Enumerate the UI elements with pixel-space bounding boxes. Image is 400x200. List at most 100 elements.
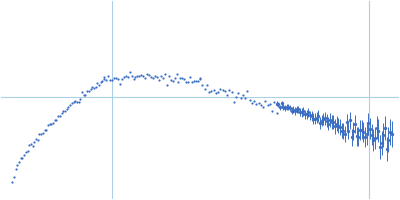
Point	[94, 81, 100, 85]
Point	[219, 88, 226, 92]
Point	[170, 79, 176, 83]
Point	[38, 133, 44, 136]
Point	[31, 140, 38, 143]
Point	[267, 103, 273, 106]
Point	[156, 78, 162, 81]
Point	[76, 100, 82, 103]
Point	[271, 101, 278, 104]
Point	[124, 75, 131, 79]
Point	[233, 95, 239, 98]
Point	[40, 132, 46, 135]
Point	[173, 72, 180, 75]
Point	[228, 90, 235, 93]
Point	[171, 77, 178, 80]
Point	[99, 80, 106, 83]
Point	[197, 78, 203, 81]
Point	[138, 74, 144, 77]
Point	[62, 109, 68, 112]
Point	[148, 76, 154, 79]
Point	[183, 80, 190, 84]
Point	[26, 143, 32, 146]
Point	[128, 74, 135, 77]
Point	[34, 138, 41, 142]
Point	[264, 103, 271, 106]
Point	[244, 90, 250, 93]
Point	[132, 75, 139, 79]
Point	[222, 89, 228, 93]
Point	[142, 77, 148, 80]
Point	[154, 76, 160, 79]
Point	[70, 101, 77, 104]
Point	[168, 78, 174, 82]
Point	[80, 93, 87, 96]
Point	[226, 88, 232, 92]
Point	[84, 90, 90, 93]
Point	[134, 75, 141, 78]
Point	[242, 97, 248, 100]
Point	[28, 142, 34, 146]
Point	[260, 105, 266, 108]
Point	[46, 123, 53, 126]
Point	[77, 98, 84, 101]
Point	[237, 97, 244, 100]
Point	[67, 103, 73, 106]
Point	[158, 74, 164, 78]
Point	[101, 77, 107, 80]
Point	[89, 86, 96, 89]
Point	[120, 75, 127, 78]
Point	[57, 115, 63, 118]
Point	[103, 78, 109, 81]
Point	[64, 107, 70, 111]
Point	[235, 92, 242, 95]
Point	[53, 118, 60, 122]
Point	[256, 102, 262, 105]
Point	[113, 76, 119, 79]
Point	[14, 163, 20, 167]
Point	[50, 121, 56, 124]
Point	[217, 88, 224, 91]
Point	[224, 94, 230, 97]
Point	[74, 100, 80, 104]
Point	[166, 74, 172, 78]
Point	[274, 111, 280, 115]
Point	[189, 80, 195, 84]
Point	[253, 102, 260, 105]
Point	[19, 156, 26, 159]
Point	[118, 78, 125, 81]
Point	[177, 76, 184, 79]
Point	[126, 70, 133, 73]
Point	[130, 77, 137, 80]
Point	[33, 137, 39, 140]
Point	[52, 118, 58, 121]
Point	[55, 115, 61, 118]
Point	[249, 101, 255, 105]
Point	[150, 77, 156, 80]
Point	[152, 74, 158, 77]
Point	[215, 91, 221, 94]
Point	[115, 78, 121, 81]
Point	[65, 106, 72, 109]
Point	[199, 83, 206, 87]
Point	[140, 74, 146, 78]
Point	[146, 73, 152, 76]
Point	[206, 90, 212, 93]
Point	[45, 124, 51, 127]
Point	[91, 87, 97, 90]
Point	[18, 156, 24, 159]
Point	[122, 75, 129, 78]
Point	[231, 100, 237, 103]
Point	[12, 168, 19, 171]
Point	[187, 75, 194, 78]
Point	[41, 129, 48, 132]
Point	[48, 122, 54, 125]
Point	[195, 79, 201, 82]
Point	[58, 112, 65, 115]
Point	[201, 87, 208, 91]
Point	[197, 76, 203, 79]
Point	[87, 87, 94, 90]
Point	[92, 85, 99, 88]
Point	[181, 78, 188, 81]
Point	[101, 75, 107, 79]
Point	[160, 77, 166, 80]
Point	[210, 89, 217, 92]
